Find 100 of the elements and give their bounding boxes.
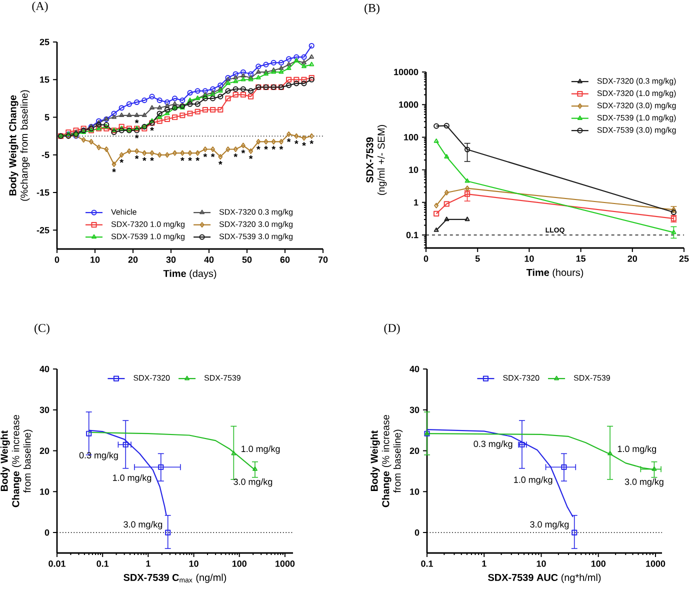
point — [156, 118, 162, 124]
point — [210, 106, 216, 113]
point — [240, 76, 246, 82]
point — [156, 110, 162, 116]
annotation: * — [272, 146, 276, 150]
point — [202, 146, 208, 152]
annotation: * — [142, 157, 146, 161]
point — [256, 138, 261, 145]
point — [465, 186, 470, 192]
x-tick-label: 70 — [318, 256, 328, 263]
point — [126, 112, 132, 118]
y-tick-label: 25 — [40, 38, 50, 46]
annotation: * — [134, 120, 139, 124]
annotation: * — [134, 155, 139, 160]
x-tick-label: 20 — [628, 255, 638, 262]
point — [187, 101, 193, 107]
x-tick-label: 5 — [475, 255, 480, 262]
point — [142, 98, 148, 104]
x-axis-title: Time (days) — [163, 270, 216, 279]
y-tick-label: 1 — [414, 199, 418, 206]
point — [301, 80, 307, 86]
annotation: * — [294, 140, 298, 144]
point — [150, 118, 154, 123]
point — [248, 94, 254, 100]
point — [248, 148, 254, 154]
point — [210, 146, 216, 152]
annotation: * — [203, 153, 208, 158]
point — [111, 110, 117, 116]
chart-title: (D) — [384, 324, 400, 334]
point — [248, 71, 254, 77]
chart-title: (A) — [32, 2, 48, 12]
point — [188, 150, 192, 156]
point — [301, 76, 307, 82]
annotation: * — [188, 157, 192, 161]
point — [233, 78, 238, 84]
point — [126, 148, 132, 154]
x-tick-label: 40 — [204, 256, 214, 263]
annotation: * — [279, 146, 284, 150]
point — [88, 138, 94, 145]
point — [256, 74, 261, 80]
x-tick-label: 1000 — [646, 560, 666, 567]
point — [444, 216, 450, 222]
x-axis-title: SDX-7539 C$_{max}$ (ng/ml) — [124, 574, 226, 583]
point — [180, 98, 186, 104]
annotation: * — [134, 134, 139, 138]
point — [96, 122, 102, 128]
point — [286, 76, 292, 82]
point — [286, 66, 292, 70]
point — [187, 90, 193, 96]
point — [444, 190, 449, 196]
point — [118, 105, 124, 111]
point — [218, 106, 224, 113]
point — [286, 56, 292, 62]
y-tick-label: -15 — [36, 189, 50, 196]
annotation: 0.3 mg/kg — [474, 440, 512, 449]
point — [278, 69, 284, 74]
y-tick-label: 30 — [410, 406, 420, 414]
point — [157, 152, 162, 158]
point — [195, 150, 200, 156]
x-axis-title: Time (hours) — [526, 268, 584, 278]
x-tick-label: 10 — [536, 560, 546, 567]
point — [210, 96, 216, 102]
point — [248, 88, 254, 94]
point — [286, 62, 292, 66]
point — [150, 150, 154, 156]
annotation: 1.0 mg/kg — [113, 474, 152, 483]
point — [157, 105, 162, 110]
point — [172, 150, 178, 156]
point — [104, 126, 110, 132]
point — [112, 114, 116, 119]
y-axis-title: Body Weight Change (%change from baseline) — [8, 90, 30, 201]
point — [157, 114, 162, 119]
annotation: 0.3 mg/kg — [79, 452, 118, 460]
point — [225, 88, 231, 94]
point — [164, 99, 170, 106]
point — [180, 112, 186, 118]
point — [232, 92, 238, 98]
y-tick-label: 5 — [44, 114, 50, 120]
point — [240, 92, 246, 98]
point — [464, 178, 470, 183]
y-tick-label: 30 — [40, 406, 50, 414]
annotation: * — [112, 168, 116, 172]
annotation: * — [218, 160, 222, 165]
point — [104, 146, 109, 152]
annotation: 1.0 mg/kg — [618, 445, 656, 454]
point — [232, 86, 238, 92]
point — [218, 154, 223, 160]
annotation: 3.0 mg/kg — [530, 521, 569, 530]
point — [302, 64, 306, 68]
point — [218, 94, 224, 100]
y-tick-label: 15 — [40, 76, 50, 83]
x-tick-label: 0.01 — [48, 560, 66, 567]
y-tick-label: 0 — [414, 529, 420, 536]
point — [218, 82, 224, 88]
point — [294, 76, 300, 82]
point — [256, 69, 261, 74]
x-tick-label: 100 — [232, 560, 246, 567]
x-tick-label: 0 — [54, 256, 60, 263]
point — [194, 88, 200, 94]
point — [226, 80, 230, 86]
